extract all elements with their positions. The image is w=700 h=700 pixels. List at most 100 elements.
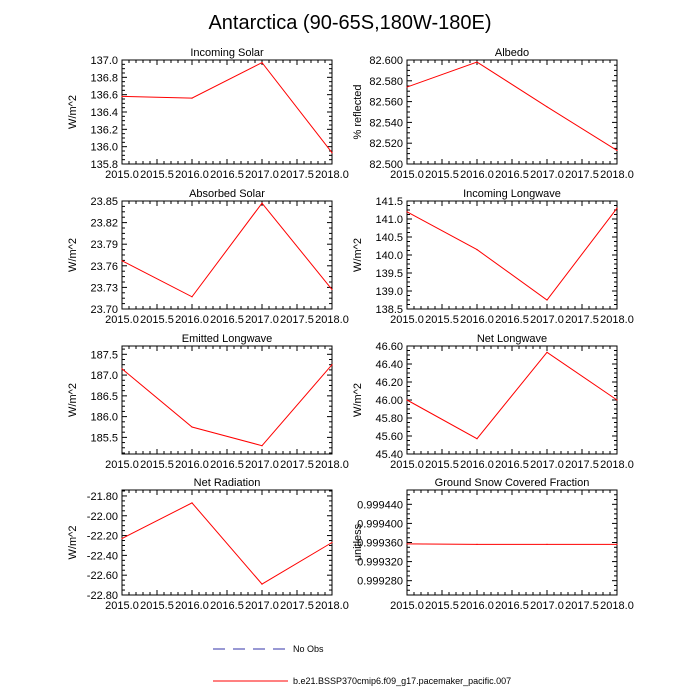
data-point xyxy=(261,445,263,447)
legend-model-label: b.e21.BSSP370cmip6.f09_g17.pacemaker_pac… xyxy=(293,676,511,686)
x-tick-label: 2017.5 xyxy=(280,169,314,181)
data-point xyxy=(406,211,408,213)
y-tick-label: -22.60 xyxy=(87,570,118,582)
y-tick-label: 82.580 xyxy=(369,76,403,88)
x-tick-label: 2017.0 xyxy=(530,459,564,471)
x-tick-label: 2018.0 xyxy=(315,600,349,612)
data-point xyxy=(121,368,123,370)
y-axis-label: W/m^2 xyxy=(67,238,79,272)
y-tick-label: 23.82 xyxy=(90,218,118,230)
y-tick-label: 141.0 xyxy=(375,214,403,226)
x-tick-label: 2017.5 xyxy=(280,314,314,326)
panel-title: Incoming Solar xyxy=(190,47,264,59)
data-point xyxy=(191,502,193,504)
x-tick-label: 2015.0 xyxy=(105,459,139,471)
x-tick-label: 2015.5 xyxy=(425,169,459,181)
y-tick-label: 187.0 xyxy=(90,370,118,382)
y-tick-label: 140.5 xyxy=(375,232,403,244)
x-tick-label: 2016.5 xyxy=(210,314,244,326)
x-tick-label: 2016.0 xyxy=(460,314,494,326)
series-line xyxy=(406,61,618,151)
x-tick-label: 2017.0 xyxy=(245,314,279,326)
y-tick-label: 138.5 xyxy=(375,304,403,316)
legend-no-obs-label: No Obs xyxy=(293,644,324,654)
data-point xyxy=(121,260,123,262)
y-tick-label: 0.999400 xyxy=(357,518,403,530)
series-line xyxy=(406,207,618,301)
x-tick-label: 2018.0 xyxy=(315,169,349,181)
y-tick-label: 46.20 xyxy=(375,377,403,389)
data-point xyxy=(546,351,548,353)
y-tick-label: 139.0 xyxy=(375,286,403,298)
figure-title: Antarctica (90-65S,180W-180E) xyxy=(208,12,491,34)
series-line xyxy=(121,502,333,585)
y-tick-label: 46.40 xyxy=(375,359,403,371)
data-point xyxy=(261,202,263,204)
y-tick-label: 82.520 xyxy=(369,138,403,150)
data-point xyxy=(616,149,618,152)
series-line xyxy=(406,351,618,440)
y-tick-label: 46.60 xyxy=(375,341,403,353)
y-axis-label: unitless xyxy=(352,523,364,561)
y-tick-label: 23.79 xyxy=(90,239,118,251)
y-tick-label: 0.999360 xyxy=(357,538,403,550)
y-tick-label: 186.0 xyxy=(90,412,118,424)
x-tick-label: 2015.5 xyxy=(140,600,174,612)
y-tick-label: 23.70 xyxy=(90,304,118,316)
x-tick-label: 2015.5 xyxy=(425,314,459,326)
x-tick-label: 2015.0 xyxy=(105,169,139,181)
x-tick-label: 2015.0 xyxy=(390,459,424,471)
y-tick-label: 0.999280 xyxy=(357,576,403,588)
x-tick-label: 2017.5 xyxy=(565,600,599,612)
data-point xyxy=(191,97,193,99)
series-line xyxy=(121,202,333,298)
chart-panel: Ground Snow Covered Fraction 2015.0 2015.5… xyxy=(352,477,634,612)
x-tick-label: 2015.5 xyxy=(140,169,174,181)
y-axis-label: W/m^2 xyxy=(67,526,79,560)
x-tick-label: 2016.0 xyxy=(175,600,209,612)
y-tick-label: 45.80 xyxy=(375,413,403,425)
x-tick-label: 2016.5 xyxy=(495,314,529,326)
y-tick-label: 136.6 xyxy=(90,90,118,102)
panel-title: Absorbed Solar xyxy=(189,188,265,200)
x-tick-label: 2016.0 xyxy=(175,314,209,326)
data-point xyxy=(406,399,408,401)
x-tick-label: 2015.0 xyxy=(390,314,424,326)
chart-panel: Albedo 2015.0 2015.5 2016.0 2016.5 2017.0 2017… xyxy=(352,47,634,181)
data-point xyxy=(406,86,408,88)
y-tick-label: -22.20 xyxy=(87,531,118,543)
x-tick-label: 2018.0 xyxy=(600,600,634,612)
x-tick-label: 2015.5 xyxy=(425,600,459,612)
data-point xyxy=(546,543,548,546)
y-axis-label: W/m^2 xyxy=(352,383,364,417)
data-point xyxy=(546,299,548,301)
x-tick-label: 2016.5 xyxy=(210,169,244,181)
y-tick-label: 135.8 xyxy=(90,159,118,171)
x-tick-label: 2016.5 xyxy=(495,600,529,612)
y-tick-label: 82.600 xyxy=(369,55,403,67)
x-tick-label: 2017.5 xyxy=(565,459,599,471)
y-tick-label: 136.0 xyxy=(90,142,118,154)
x-tick-label: 2018.0 xyxy=(600,459,634,471)
y-tick-label: 136.2 xyxy=(90,124,118,136)
y-tick-label: 46.00 xyxy=(375,395,403,407)
y-tick-label: 141.5 xyxy=(375,196,403,208)
data-point xyxy=(261,583,263,585)
panel-title: Incoming Longwave xyxy=(463,188,561,200)
x-tick-label: 2016.5 xyxy=(495,459,529,471)
y-tick-label: 139.5 xyxy=(375,268,403,280)
data-point xyxy=(331,288,333,291)
y-tick-label: 0.999440 xyxy=(357,499,403,511)
x-tick-label: 2018.0 xyxy=(600,169,634,181)
y-tick-label: -22.40 xyxy=(87,550,118,562)
legend: No Obs b.e21.BSSP370cmip6.f09_g17.pacema… xyxy=(213,644,511,686)
x-tick-label: 2016.0 xyxy=(175,169,209,181)
x-tick-label: 2016.0 xyxy=(460,459,494,471)
y-tick-label: 82.560 xyxy=(369,97,403,109)
data-point xyxy=(476,249,478,251)
x-tick-label: 2017.0 xyxy=(530,600,564,612)
y-tick-label: 136.4 xyxy=(90,107,118,119)
